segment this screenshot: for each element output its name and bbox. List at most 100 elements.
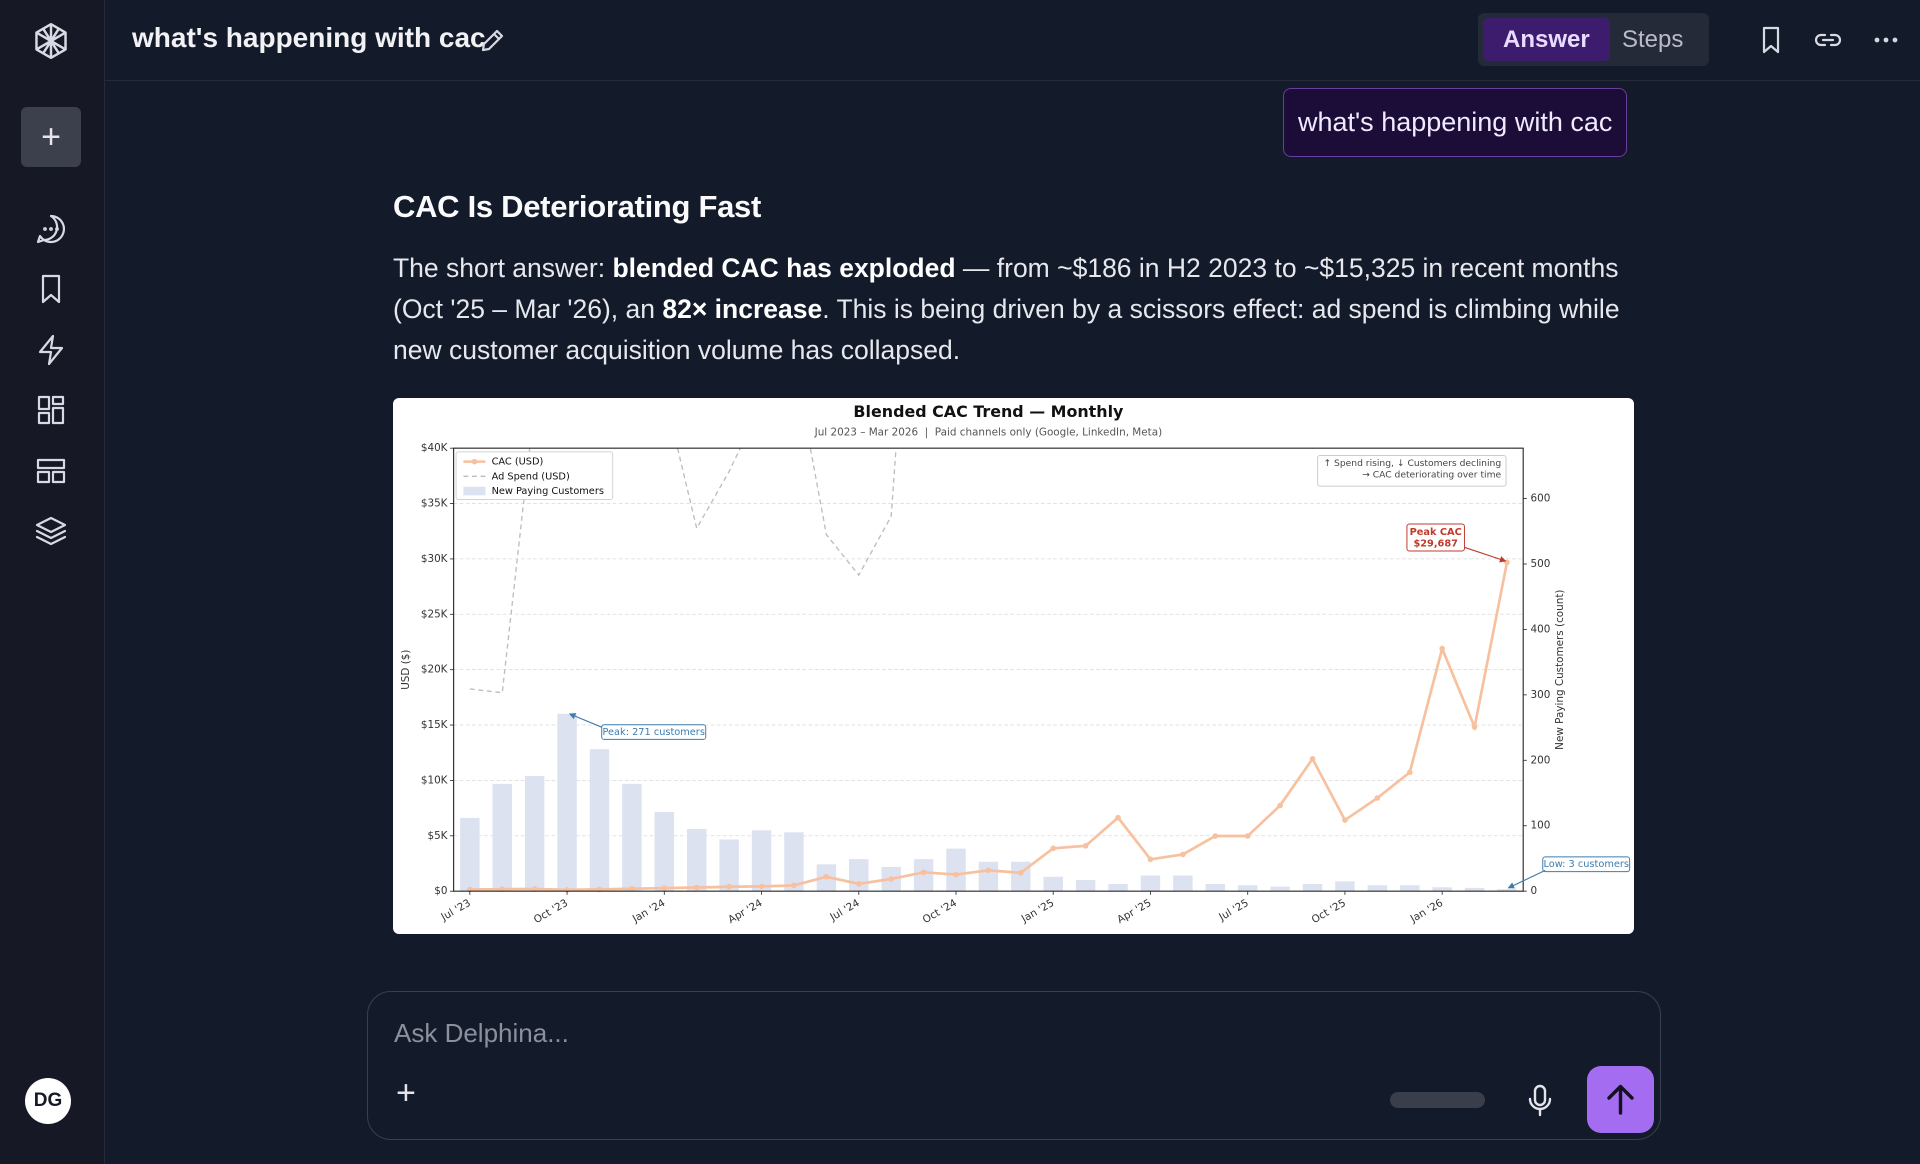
series-line — [469, 448, 897, 694]
bold-text: 82× increase — [662, 294, 823, 324]
y2-tick-label: 0 — [1531, 885, 1538, 897]
actions-icon[interactable] — [34, 333, 68, 367]
bar — [654, 811, 675, 892]
line-marker — [693, 884, 700, 891]
annotation-text: → CAC deteriorating over time — [1362, 470, 1501, 481]
line-marker — [758, 883, 765, 890]
y-tick-label: $5K — [427, 830, 448, 842]
y2-tick-label: 500 — [1531, 558, 1551, 570]
legend-box — [455, 451, 614, 500]
line-marker — [791, 882, 797, 889]
user-message: what's happening with cac — [1283, 88, 1628, 157]
annotation-box — [601, 724, 707, 740]
model-pill[interactable] — [1390, 1092, 1485, 1108]
line-marker — [1147, 856, 1154, 863]
new-chat-button[interactable]: + — [21, 107, 81, 167]
y2-tick-label: 100 — [1531, 820, 1551, 832]
sidebar: + DG — [0, 0, 105, 1164]
line-marker — [1244, 833, 1251, 839]
line-marker — [499, 886, 506, 892]
annotation-arrow — [568, 713, 602, 728]
line-marker — [1082, 843, 1089, 849]
plot-frame — [453, 447, 1524, 892]
chats-icon[interactable] — [34, 212, 68, 246]
steps-tab[interactable]: Steps — [1622, 26, 1684, 53]
bar — [978, 861, 999, 892]
line-marker — [1342, 817, 1348, 823]
view-toggle: Answer Steps — [1478, 13, 1709, 66]
bar — [1497, 889, 1517, 892]
line-marker — [661, 885, 668, 891]
avatar[interactable]: DG — [25, 1078, 71, 1124]
line-marker — [1309, 756, 1316, 762]
legend-marker — [471, 458, 478, 465]
bar — [622, 783, 642, 892]
thread-title: what's happening with cac — [132, 22, 486, 53]
legend-swatch — [463, 486, 486, 496]
x-tick-label: Jul '23 — [438, 897, 473, 924]
annotation-text: Low: 3 customers — [1543, 859, 1628, 870]
bar — [1464, 887, 1485, 892]
bar — [1108, 883, 1128, 892]
bookmarks-icon[interactable] — [34, 272, 68, 306]
line-marker — [1212, 833, 1219, 839]
annotation-text: Peak: 271 customers — [603, 727, 705, 738]
line-marker — [1180, 851, 1186, 858]
x-tick-label: Jul '24 — [827, 897, 862, 924]
chart-subtitle: Jul 2023 – Mar 2026 | Paid channels only… — [814, 426, 1163, 438]
annotation-arrow — [1464, 546, 1507, 563]
dashboards-icon[interactable] — [34, 393, 68, 427]
line-marker — [1277, 802, 1283, 809]
bar — [1335, 881, 1355, 892]
line-marker — [1439, 645, 1445, 652]
annotation-arrow — [1507, 869, 1546, 889]
logo[interactable] — [32, 22, 70, 60]
y2-tick-label: 200 — [1531, 754, 1551, 766]
bar — [751, 830, 772, 892]
bookmark-icon[interactable] — [1755, 24, 1787, 56]
x-tick-label: Oct '24 — [921, 897, 960, 926]
chart-title: Blended CAC Trend — Monthly — [853, 402, 1124, 421]
bar — [1367, 885, 1388, 892]
y2-tick-label: 400 — [1531, 623, 1551, 635]
input-placeholder[interactable]: Ask Delphina... — [394, 1018, 569, 1048]
line-marker — [531, 886, 538, 892]
bar — [589, 749, 610, 892]
y-tick-label: $20K — [421, 664, 449, 676]
answer-tab[interactable]: Answer — [1483, 18, 1610, 61]
bar — [1270, 886, 1290, 892]
line-marker — [1374, 795, 1381, 801]
legend-label: Ad Spend (USD) — [492, 471, 570, 482]
annotation-box — [1317, 455, 1507, 487]
annotation-box — [1542, 856, 1631, 873]
mic-button[interactable] — [1525, 1084, 1555, 1118]
layouts-icon[interactable] — [34, 454, 68, 488]
annotation-text: $29,687 — [1413, 539, 1458, 550]
send-button[interactable] — [1587, 1066, 1654, 1133]
bar — [719, 839, 739, 892]
line-marker — [1471, 724, 1478, 730]
line-marker — [823, 873, 830, 880]
y-tick-label: $35K — [421, 498, 449, 510]
bar — [524, 776, 545, 892]
line-marker — [629, 885, 635, 892]
line-marker — [920, 869, 927, 876]
x-tick-label: Jan '25 — [1019, 897, 1057, 926]
legend-label: New Paying Customers — [492, 486, 604, 497]
bar — [460, 817, 480, 892]
y-tick-label: $30K — [421, 553, 449, 565]
attach-button[interactable]: + — [396, 1074, 416, 1112]
answer-paragraph: The short answer: blended CAC has explod… — [393, 248, 1643, 371]
edit-icon[interactable] — [479, 26, 507, 54]
y2-tick-label: 300 — [1531, 689, 1551, 701]
link-icon[interactable] — [1812, 24, 1844, 56]
layers-icon[interactable] — [34, 514, 68, 548]
y-axis-label: USD ($) — [400, 650, 412, 690]
more-icon[interactable] — [1870, 24, 1902, 56]
line-marker — [1115, 814, 1121, 821]
bar — [946, 848, 966, 892]
y-tick-label: $15K — [421, 719, 449, 731]
bold-text: blended CAC has exploded — [612, 253, 956, 283]
bar — [1173, 875, 1193, 892]
